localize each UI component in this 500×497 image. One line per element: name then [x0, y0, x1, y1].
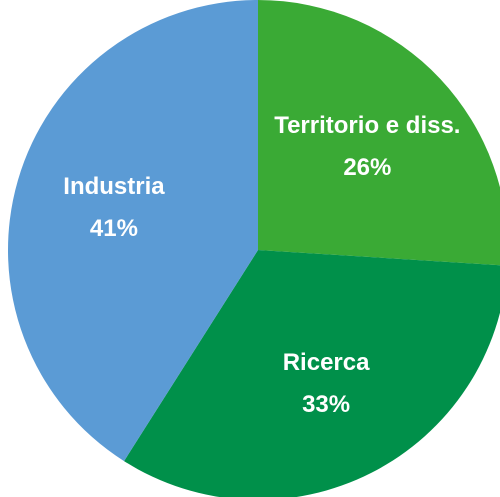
- slice-label: Ricerca 33%: [226, 342, 426, 426]
- value-label: 33%: [302, 390, 351, 418]
- slice-label: Industria 41%: [14, 166, 214, 250]
- slice-label: Territorio e diss. 26%: [267, 105, 467, 189]
- category-label: Industria: [63, 173, 165, 201]
- pie-slice: [258, 0, 500, 266]
- pie-slice: [8, 0, 259, 462]
- category-label: Ricerca: [282, 348, 370, 376]
- category-label: Territorio e diss.: [274, 112, 461, 140]
- pie-slice: [124, 250, 500, 497]
- value-label: 26%: [343, 154, 392, 182]
- value-label: 41%: [89, 215, 138, 243]
